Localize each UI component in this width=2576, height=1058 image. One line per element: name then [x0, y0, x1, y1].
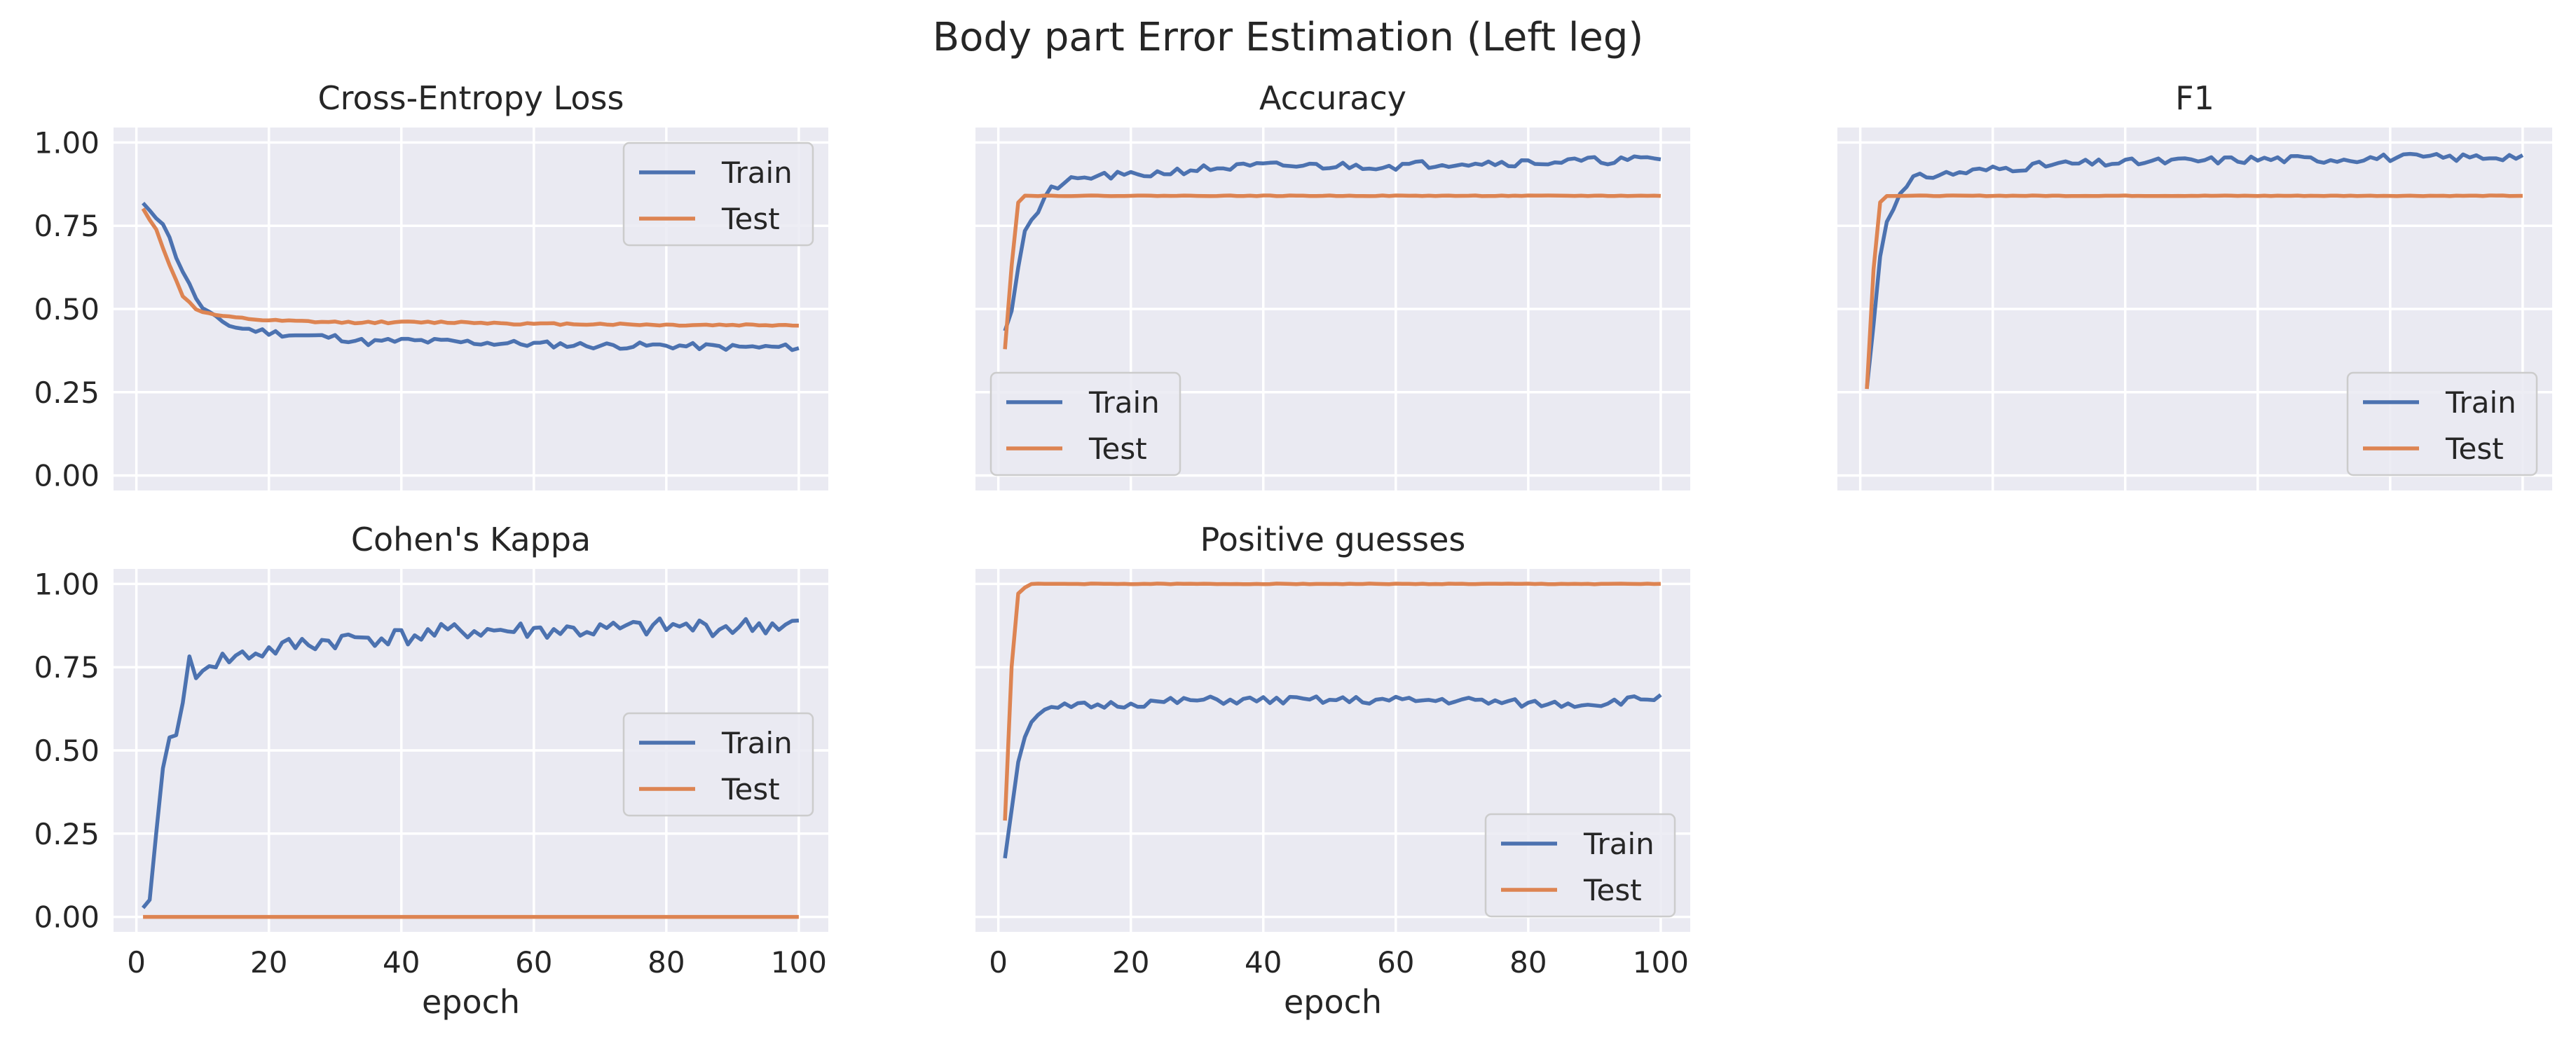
y-tick-label: 0.75 [34, 209, 100, 243]
subplot-title: Accuracy [1259, 79, 1406, 117]
subplot-5: Positive guesses 0 20 40 60 80 100 epoch Train Te… [975, 521, 1690, 1021]
y-tick-label: 0.75 [34, 650, 100, 685]
subplot-2: Accuracy Train Test [975, 79, 1690, 490]
subplot-1: Cross-Entropy Loss 0.00 0.25 0.50 0.75 1.00 Tr… [34, 79, 828, 493]
y-tick-label: 0.25 [34, 376, 100, 410]
legend: Train Test [1484, 813, 1676, 918]
subplot-4: Cohen's Kappa 0.00 0.25 0.50 0.75 1.00 0 20 40 60… [34, 521, 828, 1021]
legend-label-train: Train [1583, 827, 1654, 861]
x-tick-label: 40 [383, 945, 420, 980]
x-tick-label: 0 [127, 945, 146, 980]
series-line-train [141, 616, 800, 909]
subplot-title: F1 [2175, 79, 2214, 117]
legend: Train Test [622, 142, 814, 247]
x-axis-label: epoch [1284, 983, 1382, 1021]
subplot-3: F1 Train Test [1837, 79, 2552, 490]
legend: Train Test [989, 371, 1181, 476]
legend-label-train: Train [721, 156, 793, 190]
series-line-test [1003, 193, 1662, 350]
x-tick-label: 80 [1509, 945, 1547, 980]
legend-label-test: Test [721, 202, 780, 236]
x-tick-label: 60 [515, 945, 552, 980]
x-tick-label: 80 [648, 945, 685, 980]
legend-label-train: Train [721, 726, 793, 760]
series-line-test [1865, 193, 2523, 390]
series-line-test [141, 207, 799, 328]
legend: Train Test [2346, 371, 2538, 476]
x-tick-label: 100 [771, 945, 827, 980]
y-tick-label: 0.00 [34, 900, 100, 935]
series-line-train [1003, 693, 1662, 859]
x-axis-label: epoch [422, 983, 520, 1021]
legend: Train Test [622, 712, 814, 817]
series-line-test [1003, 582, 1661, 821]
legend-label-train: Train [1088, 385, 1160, 420]
legend-label-test: Test [721, 772, 780, 806]
y-tick-label: 0.50 [34, 292, 100, 327]
x-tick-label: 20 [250, 945, 287, 980]
figure-title: Body part Error Estimation (Left leg) [933, 15, 1644, 60]
series-line-train [1865, 151, 2524, 388]
legend-label-test: Test [1583, 873, 1642, 907]
y-tick-label: 0.00 [34, 459, 100, 493]
legend-label-test: Test [1088, 432, 1147, 466]
series-line-train [142, 201, 800, 352]
series-line-train [1003, 154, 1662, 332]
y-tick-label: 0.50 [34, 734, 100, 768]
y-tick-label: 0.25 [34, 817, 100, 851]
x-tick-label: 0 [989, 945, 1008, 980]
legend-label-test: Test [2445, 432, 2504, 466]
x-tick-label: 20 [1112, 945, 1149, 980]
subplot-title: Cross-Entropy Loss [318, 79, 624, 117]
legend-label-train: Train [2445, 385, 2516, 420]
x-tick-label: 100 [1633, 945, 1689, 980]
x-tick-label: 40 [1245, 945, 1282, 980]
y-tick-label: 1.00 [34, 567, 100, 601]
panels: Cross-Entropy Loss 0.00 0.25 0.50 0.75 1.00 Tr… [34, 79, 2552, 1021]
subplot-title: Positive guesses [1200, 521, 1466, 558]
y-tick-label: 1.00 [34, 125, 100, 160]
subplot-title: Cohen's Kappa [351, 521, 591, 558]
x-tick-label: 60 [1377, 945, 1414, 980]
